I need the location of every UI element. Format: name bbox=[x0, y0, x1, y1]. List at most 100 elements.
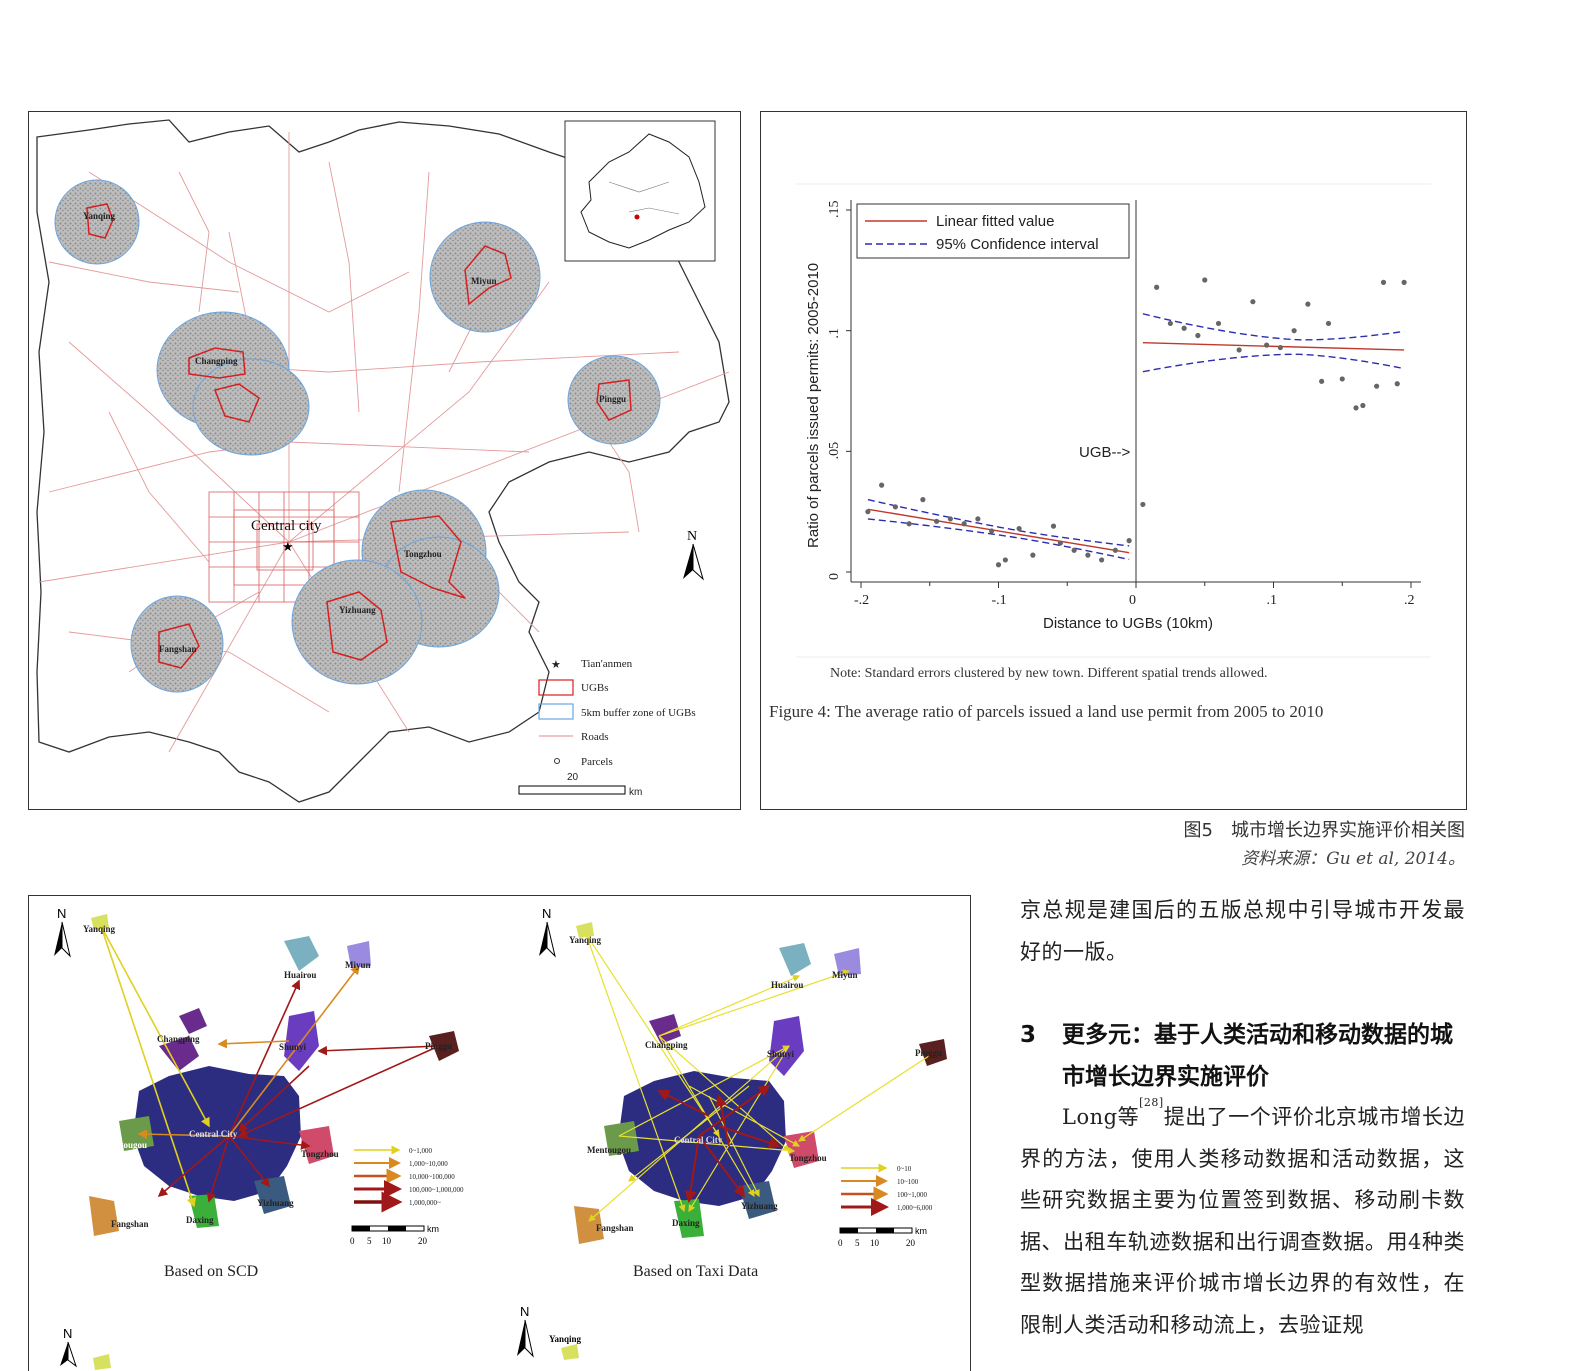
scd-legend-1: 1,000~10,000 bbox=[409, 1160, 448, 1168]
label-yizhuang: Yizhuang bbox=[741, 1201, 778, 1211]
data-point bbox=[1202, 277, 1208, 283]
taxi-legend: 0~10 10~100 100~1,000 1,000~6,000 bbox=[841, 1163, 933, 1216]
label-pinggu: Pinggu bbox=[915, 1048, 942, 1058]
svg-text:10: 10 bbox=[382, 1236, 392, 1246]
data-point bbox=[920, 497, 926, 503]
municipal-boundary bbox=[36, 119, 730, 803]
data-point bbox=[1167, 320, 1173, 327]
data-point bbox=[1050, 523, 1057, 529]
lower-maps-partial: N N Yanqing bbox=[60, 1304, 582, 1370]
legend-ci: 95% Confidence interval bbox=[936, 236, 1099, 253]
x-ticks: -.2 -.1 0 .1 .2 bbox=[854, 582, 1415, 608]
fitted-lines bbox=[867, 342, 1405, 554]
ci-right-lower bbox=[1142, 353, 1405, 373]
label-mentougou: Mentougou bbox=[103, 1140, 147, 1150]
svg-text:20: 20 bbox=[906, 1238, 916, 1248]
y-axis-label: Ratio of parcels issued permits: 2005-20… bbox=[805, 263, 822, 548]
label-pinggu: Pinggu bbox=[599, 394, 626, 404]
data-point bbox=[1360, 402, 1366, 409]
x-tick-label: -.1 bbox=[992, 593, 1007, 608]
section-number: 3 bbox=[1020, 1022, 1037, 1048]
label-tongzhou: Tongzhou bbox=[789, 1153, 827, 1163]
figure-source: 资料来源：Gu et al, 2014。 bbox=[1241, 849, 1465, 869]
x-tick-label: -.2 bbox=[854, 593, 869, 608]
label-yanqing: Yanqing bbox=[569, 935, 602, 945]
north-arrow-icon: N bbox=[683, 529, 704, 581]
label-changping: Changping bbox=[157, 1034, 200, 1044]
data-point bbox=[906, 521, 912, 527]
y-tick-label: .1 bbox=[827, 328, 842, 339]
x-tick-label: .1 bbox=[1267, 593, 1278, 608]
svg-text:N: N bbox=[542, 906, 551, 921]
data-point bbox=[1325, 320, 1332, 327]
data-point bbox=[1401, 279, 1407, 285]
mobility-flow-maps: N bbox=[28, 895, 971, 1371]
data-point bbox=[1264, 342, 1270, 348]
label-pinggu: Pinggu bbox=[425, 1041, 452, 1051]
data-point bbox=[1291, 328, 1297, 334]
svg-text:5: 5 bbox=[367, 1236, 372, 1246]
data-point bbox=[1195, 332, 1201, 339]
legend-parcels: Parcels bbox=[581, 756, 613, 768]
data-point bbox=[1030, 552, 1036, 558]
svg-text:N: N bbox=[63, 1326, 72, 1341]
data-point bbox=[1339, 376, 1345, 382]
data-point bbox=[1002, 557, 1008, 563]
north-arrow-icon: N bbox=[517, 1304, 534, 1358]
section-title: 更多元：基于人类活动和移动数据的城市增长边界实施评价 bbox=[1062, 1022, 1453, 1090]
data-point bbox=[1154, 284, 1160, 290]
scd-legend-4: 1,000,000~ bbox=[409, 1199, 441, 1207]
label-fangshan: Fangshan bbox=[596, 1223, 634, 1233]
data-point bbox=[1374, 383, 1380, 389]
label-central-city: Central City bbox=[674, 1135, 723, 1145]
central-city-region bbox=[133, 1066, 301, 1201]
svg-text:20: 20 bbox=[418, 1236, 428, 1246]
data-point bbox=[1394, 381, 1400, 387]
label-yanqing: Yanqing bbox=[83, 211, 116, 221]
chart-legend: Linear fitted value 95% Confidence inter… bbox=[856, 203, 1130, 259]
svg-text:0: 0 bbox=[350, 1236, 355, 1246]
chart-note: Note: Standard errors clustered by new t… bbox=[830, 666, 1268, 681]
scd-flow-map: N bbox=[54, 906, 464, 1280]
scatter-chart-panel: 0 .05 .1 .15 -.2 -.1 0 .1 .2 Ratio of parcels i… bbox=[760, 111, 1467, 810]
citation-ref[interactable]: [28] bbox=[1139, 1096, 1164, 1109]
legend-roads: Roads bbox=[581, 731, 609, 743]
taxi-legend-1: 10~100 bbox=[897, 1178, 919, 1186]
label-shunyi: Shunyi bbox=[279, 1042, 307, 1052]
scd-legend-0: 0~1,000 bbox=[409, 1147, 433, 1155]
data-point bbox=[934, 518, 940, 524]
scale-value: 20 bbox=[567, 772, 579, 783]
tiananmen-star-icon: ★ bbox=[282, 539, 294, 554]
scale-unit: km bbox=[629, 787, 642, 798]
taxi-legend-2: 100~1,000 bbox=[897, 1191, 928, 1199]
data-point bbox=[947, 516, 953, 522]
data-point bbox=[1071, 547, 1077, 553]
scd-legend-3: 100,000~1,000,000 bbox=[409, 1186, 464, 1194]
y-tick-label: 0 bbox=[827, 573, 842, 580]
label-miyun: Miyun bbox=[832, 970, 858, 980]
scd-scale-bar: km 0 5 10 20 bbox=[350, 1224, 439, 1246]
taxi-legend-3: 1,000~6,000 bbox=[897, 1204, 933, 1212]
north-arrow-icon: N bbox=[54, 906, 71, 958]
paragraph-1: 京总规是建国后的五版总规中引导城市开发最好的一版。 bbox=[1020, 898, 1465, 964]
section-heading: 3 更多元：基于人类活动和移动数据的城市增长边界实施评价 bbox=[1020, 1014, 1465, 1098]
svg-text:N: N bbox=[520, 1304, 529, 1319]
y-tick-label: .05 bbox=[827, 442, 842, 460]
data-point bbox=[1353, 405, 1359, 411]
label-tongzhou: Tongzhou bbox=[301, 1149, 339, 1159]
label-fangshan: Fangshan bbox=[159, 644, 197, 654]
figure-4-caption: Figure 4: The average ratio of parcels i… bbox=[769, 702, 1323, 721]
data-point bbox=[1099, 557, 1105, 563]
data-point bbox=[1277, 344, 1283, 351]
label-daxing: Daxing bbox=[672, 1218, 700, 1228]
label-yanqing-lower: Yanqing bbox=[549, 1334, 582, 1344]
data-point bbox=[1112, 547, 1118, 553]
label-yizhuang: Yizhuang bbox=[339, 605, 376, 615]
data-point bbox=[1085, 552, 1091, 558]
data-point bbox=[1236, 347, 1242, 353]
data-point bbox=[865, 509, 871, 515]
label-huairou: Huairou bbox=[771, 980, 803, 990]
label-huairou: Huairou bbox=[284, 970, 316, 980]
paragraph-2: Long等[28]提出了一个评价北京城市增长边界的方法，使用人类移动数据和活动数… bbox=[1020, 1097, 1465, 1346]
svg-text:5: 5 bbox=[855, 1238, 860, 1248]
